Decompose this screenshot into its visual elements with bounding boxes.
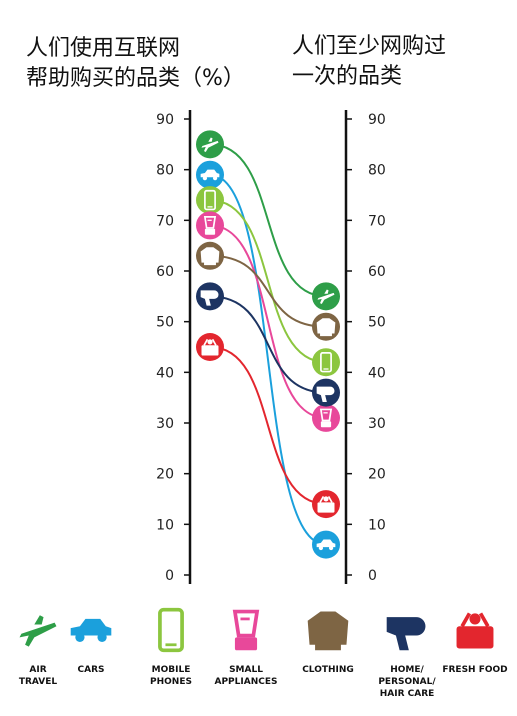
right-point-hair-dryer xyxy=(312,378,340,407)
left-tick-label: 30 xyxy=(156,416,174,432)
left-point-blender xyxy=(196,211,224,240)
car-icon xyxy=(200,169,220,181)
right-tick-label: 10 xyxy=(368,517,386,533)
right-point-car xyxy=(312,530,340,559)
mobile-phone-icon xyxy=(320,352,332,373)
left-tick-label: 90 xyxy=(156,112,174,128)
mobile-phone-icon xyxy=(204,189,216,211)
right-tick-label: 30 xyxy=(368,416,386,432)
legend-item-hair-dryer: HOME/ PERSONAL/ HAIR CARE xyxy=(372,606,442,700)
right-tick-label: 90 xyxy=(368,112,386,128)
legend-item-airplane: AIR TRAVEL xyxy=(3,606,73,688)
legend-item-basket: FRESH FOOD xyxy=(440,606,510,676)
left-tick-label: 20 xyxy=(156,467,174,483)
legend-label: HOME/ PERSONAL/ HAIR CARE xyxy=(378,665,436,699)
legend-item-car: CARS xyxy=(56,606,126,676)
hair-dryer-icon xyxy=(386,617,426,651)
left-point-airplane xyxy=(196,130,224,159)
right-point-basket xyxy=(312,490,340,519)
series-line-sweater xyxy=(209,254,327,328)
left-axis-title: 人们使用互联网 帮助购买的品类（%） xyxy=(26,36,245,91)
car-icon xyxy=(316,539,336,551)
hair-dryer-icon xyxy=(200,290,219,306)
right-tick-label: 40 xyxy=(368,365,386,381)
car-icon xyxy=(70,618,112,642)
right-point-airplane xyxy=(312,282,340,311)
legend-label: CARS xyxy=(77,665,105,675)
legend: AIR TRAVEL CARS MOBILE PHONES SMALL APPLIAN… xyxy=(0,606,517,716)
series-line-hair-dryer xyxy=(209,295,327,394)
left-point-sweater xyxy=(196,241,224,270)
sweater-icon xyxy=(307,611,349,651)
right-point-mobile-phone xyxy=(312,348,340,377)
sweater-icon xyxy=(200,247,220,266)
right-tick-label: 70 xyxy=(368,213,386,229)
blender-icon xyxy=(232,609,260,651)
legend-item-blender: SMALL APPLIANCES xyxy=(211,606,281,688)
sweater-icon xyxy=(316,318,336,337)
right-tick-label: 80 xyxy=(368,163,386,179)
left-tick-label: 80 xyxy=(156,163,174,179)
right-point-blender xyxy=(312,403,340,432)
right-tick-label: 20 xyxy=(368,467,386,483)
series-line-basket xyxy=(209,346,327,506)
right-tick-label: 50 xyxy=(368,315,386,331)
left-tick-label: 0 xyxy=(165,568,174,584)
series-line-car xyxy=(209,173,327,546)
right-point-sweater xyxy=(312,312,340,341)
legend-label: CLOTHING xyxy=(302,665,354,675)
hair-dryer-icon xyxy=(316,386,335,402)
blender-icon xyxy=(203,216,217,235)
left-point-car xyxy=(196,160,224,189)
airplane-icon xyxy=(317,289,335,304)
legend-label: AIR TRAVEL xyxy=(18,665,58,687)
series-line-blender xyxy=(209,224,327,419)
series-line-mobile-phone xyxy=(209,199,327,364)
legend-item-sweater: CLOTHING xyxy=(293,606,363,676)
basket-icon xyxy=(317,495,335,513)
legend-label: MOBILE PHONES xyxy=(150,665,192,687)
right-tick-label: 60 xyxy=(368,264,386,280)
airplane-icon xyxy=(201,137,219,152)
left-tick-label: 10 xyxy=(156,517,174,533)
right-axis-title: 人们至少网购过 一次的品类 xyxy=(292,34,447,89)
mobile-phone-icon xyxy=(158,607,184,653)
legend-label: FRESH FOOD xyxy=(442,665,508,675)
left-point-hair-dryer xyxy=(196,282,224,311)
airplane-icon xyxy=(19,615,57,647)
left-point-mobile-phone xyxy=(196,186,224,215)
basket-icon xyxy=(201,338,219,356)
slope-chart: 0 0 10 10 20 20 30 30 40 40 50 50 60 60 70 70 80 80 90 90 xyxy=(156,110,386,584)
right-tick-label: 0 xyxy=(368,568,377,584)
left-tick-label: 60 xyxy=(156,264,174,280)
basket-icon xyxy=(456,612,494,649)
left-point-basket xyxy=(196,333,224,361)
legend-item-mobile-phone: MOBILE PHONES xyxy=(136,606,206,688)
blender-icon xyxy=(319,408,333,428)
left-tick-label: 40 xyxy=(156,365,174,381)
left-tick-label: 70 xyxy=(156,213,174,229)
left-tick-label: 50 xyxy=(156,315,174,331)
series-line-airplane xyxy=(209,143,327,298)
legend-label: SMALL APPLIANCES xyxy=(214,665,278,687)
